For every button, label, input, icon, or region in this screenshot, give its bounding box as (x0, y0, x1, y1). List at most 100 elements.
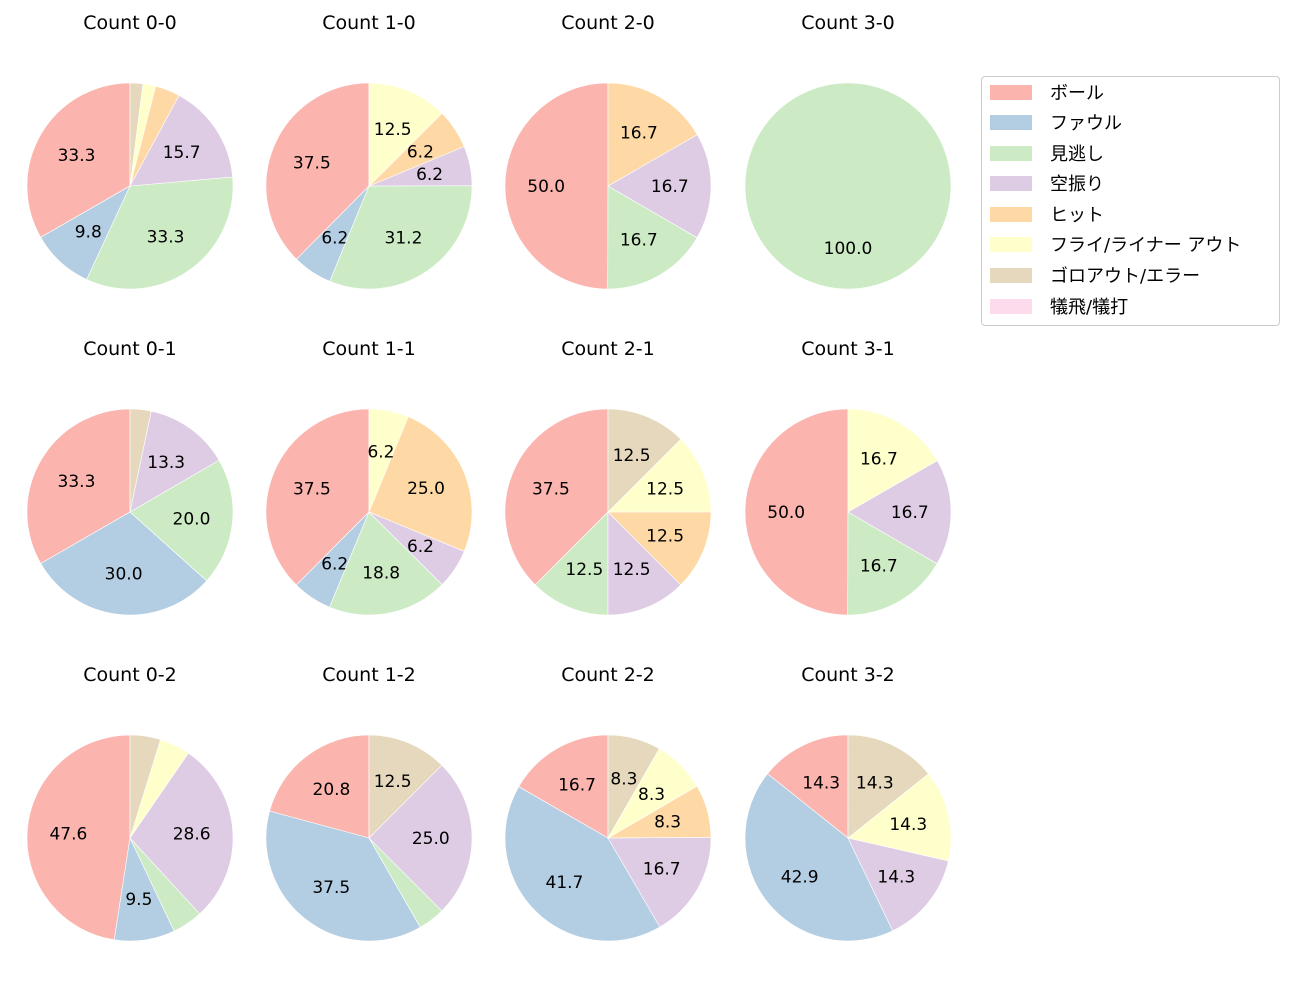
slice-label: 25.0 (412, 829, 450, 849)
pie-title: Count 2-0 (561, 12, 655, 34)
slice-label: 41.7 (546, 873, 584, 893)
slice-label: 12.5 (646, 479, 684, 499)
pie-slice (518, 734, 609, 839)
legend-swatch (990, 206, 1032, 222)
pie-title: Count 2-2 (561, 664, 655, 686)
slice-label: 13.3 (147, 453, 185, 473)
slice-label: 16.7 (558, 776, 596, 796)
pie-slice (265, 408, 370, 586)
slice-label: 16.7 (891, 503, 929, 523)
legend-item-foul: ファウル (990, 110, 1122, 134)
slice-label: 9.5 (125, 890, 152, 910)
slice-label: 47.6 (49, 824, 87, 844)
slice-label: 31.2 (385, 228, 423, 248)
slice-label: 37.5 (293, 479, 331, 499)
slice-label: 6.2 (321, 554, 348, 574)
pie-title: Count 3-2 (801, 664, 895, 686)
pie-title: Count 0-1 (83, 338, 177, 360)
pie-slice (767, 734, 849, 839)
pie-title: Count 3-0 (801, 12, 895, 34)
legend-swatch (990, 84, 1032, 100)
legend: ボール ファウル 見逃し 空振り ヒット フライ/ライナー アウト ゴロアウト/… (981, 76, 1280, 326)
pie-slice (129, 408, 152, 513)
legend-swatch (990, 236, 1032, 252)
slice-label: 16.7 (860, 557, 898, 577)
pie-slice (368, 734, 443, 839)
pie-slice (129, 752, 234, 915)
pie-count-0-0: Count 0-0 33.3 9.8 33.3 15.7 (26, 12, 234, 290)
legend-label: 犠飛/犠打 (1050, 297, 1129, 318)
pie-title: Count 1-1 (322, 338, 416, 360)
legend-label: ファウル (1050, 113, 1122, 134)
slice-label: 14.3 (889, 815, 927, 835)
legend-swatch (990, 114, 1032, 130)
slice-label: 6.2 (407, 143, 434, 163)
legend-label: フライ/ライナー アウト (1050, 235, 1242, 256)
slice-label: 12.5 (374, 120, 412, 140)
pie-title: Count 0-2 (83, 664, 177, 686)
legend-swatch (990, 298, 1032, 314)
slice-label: 12.5 (374, 772, 412, 792)
pie-count-3-1: Count 3-1 50.0 16.7 16.7 16.7 (744, 338, 952, 616)
pie-slice (26, 408, 131, 564)
legend-swatch (990, 145, 1032, 161)
slice-label: 50.0 (527, 177, 565, 197)
slice-label: 20.0 (173, 509, 211, 529)
legend-label: 空振り (1050, 174, 1104, 195)
pie-slice (368, 82, 443, 187)
pie-slice (86, 176, 234, 290)
slice-label: 16.7 (620, 231, 658, 251)
pie-slice (329, 511, 443, 616)
pie-slice (744, 82, 952, 290)
pie-slice (607, 734, 660, 840)
slice-label: 16.7 (860, 449, 898, 469)
slice-label: 37.5 (532, 479, 570, 499)
pie-slice (607, 837, 712, 928)
pie-count-0-2: Count 0-2 47.6 9.5 28.6 (26, 664, 234, 942)
pie-slice (329, 185, 473, 290)
pie-count-1-2: Count 1-2 20.8 37.5 25.0 12.5 (265, 664, 473, 942)
slice-label: 12.5 (565, 560, 603, 580)
slice-label: 33.3 (58, 472, 96, 492)
slice-label: 12.5 (613, 446, 651, 466)
pie-slice (607, 511, 712, 586)
pie-slice (129, 459, 234, 582)
slice-label: 33.3 (147, 228, 185, 248)
slice-label: 16.7 (651, 177, 689, 197)
slice-label: 33.3 (58, 146, 96, 166)
legend-label: ボール (1050, 83, 1104, 104)
slice-label: 14.3 (802, 773, 840, 793)
pie-count-2-1: Count 2-1 37.5 12.5 12.5 12.5 12.5 12.5 (504, 338, 712, 616)
pie-slice (504, 408, 609, 586)
slice-label: 30.0 (105, 564, 143, 584)
slice-label: 12.5 (646, 527, 684, 547)
slice-label: 100.0 (824, 239, 873, 259)
pie-count-1-1: Count 1-1 37.5 6.2 18.8 6.2 25.0 6.2 (265, 338, 473, 616)
legend-item-ground-out-error: ゴロアウト/エラー (990, 263, 1200, 287)
pie-slice (504, 82, 609, 290)
slice-label: 42.9 (781, 868, 819, 888)
pie-count-3-2: Count 3-2 14.3 42.9 14.3 14.3 14.3 (744, 664, 952, 942)
slice-label: 16.7 (620, 123, 658, 143)
slice-label: 28.6 (173, 825, 211, 845)
slice-label: 6.2 (407, 537, 434, 557)
legend-item-called-strike: 見逃し (990, 141, 1104, 165)
slice-label: 50.0 (767, 503, 805, 523)
slice-label: 12.5 (613, 560, 651, 580)
pie-slice (265, 810, 421, 942)
pie-slice (368, 408, 409, 513)
pie-slice (607, 134, 712, 239)
pie-title: Count 0-0 (83, 12, 177, 34)
pie-title: Count 2-1 (561, 338, 655, 360)
pie-slice (744, 773, 894, 942)
legend-item-sacrifice: 犠飛/犠打 (990, 294, 1128, 318)
pie-slice (744, 408, 849, 616)
legend-label: ヒット (1050, 205, 1104, 226)
pie-count-1-0: Count 1-037.56.2 31.26.26.212.5 (265, 12, 473, 290)
slice-label: 37.5 (293, 153, 331, 173)
slice-label: 14.3 (877, 868, 915, 888)
pie-slice (607, 511, 682, 616)
pie-slice (607, 185, 698, 290)
legend-item-hit: ヒット (990, 202, 1104, 226)
